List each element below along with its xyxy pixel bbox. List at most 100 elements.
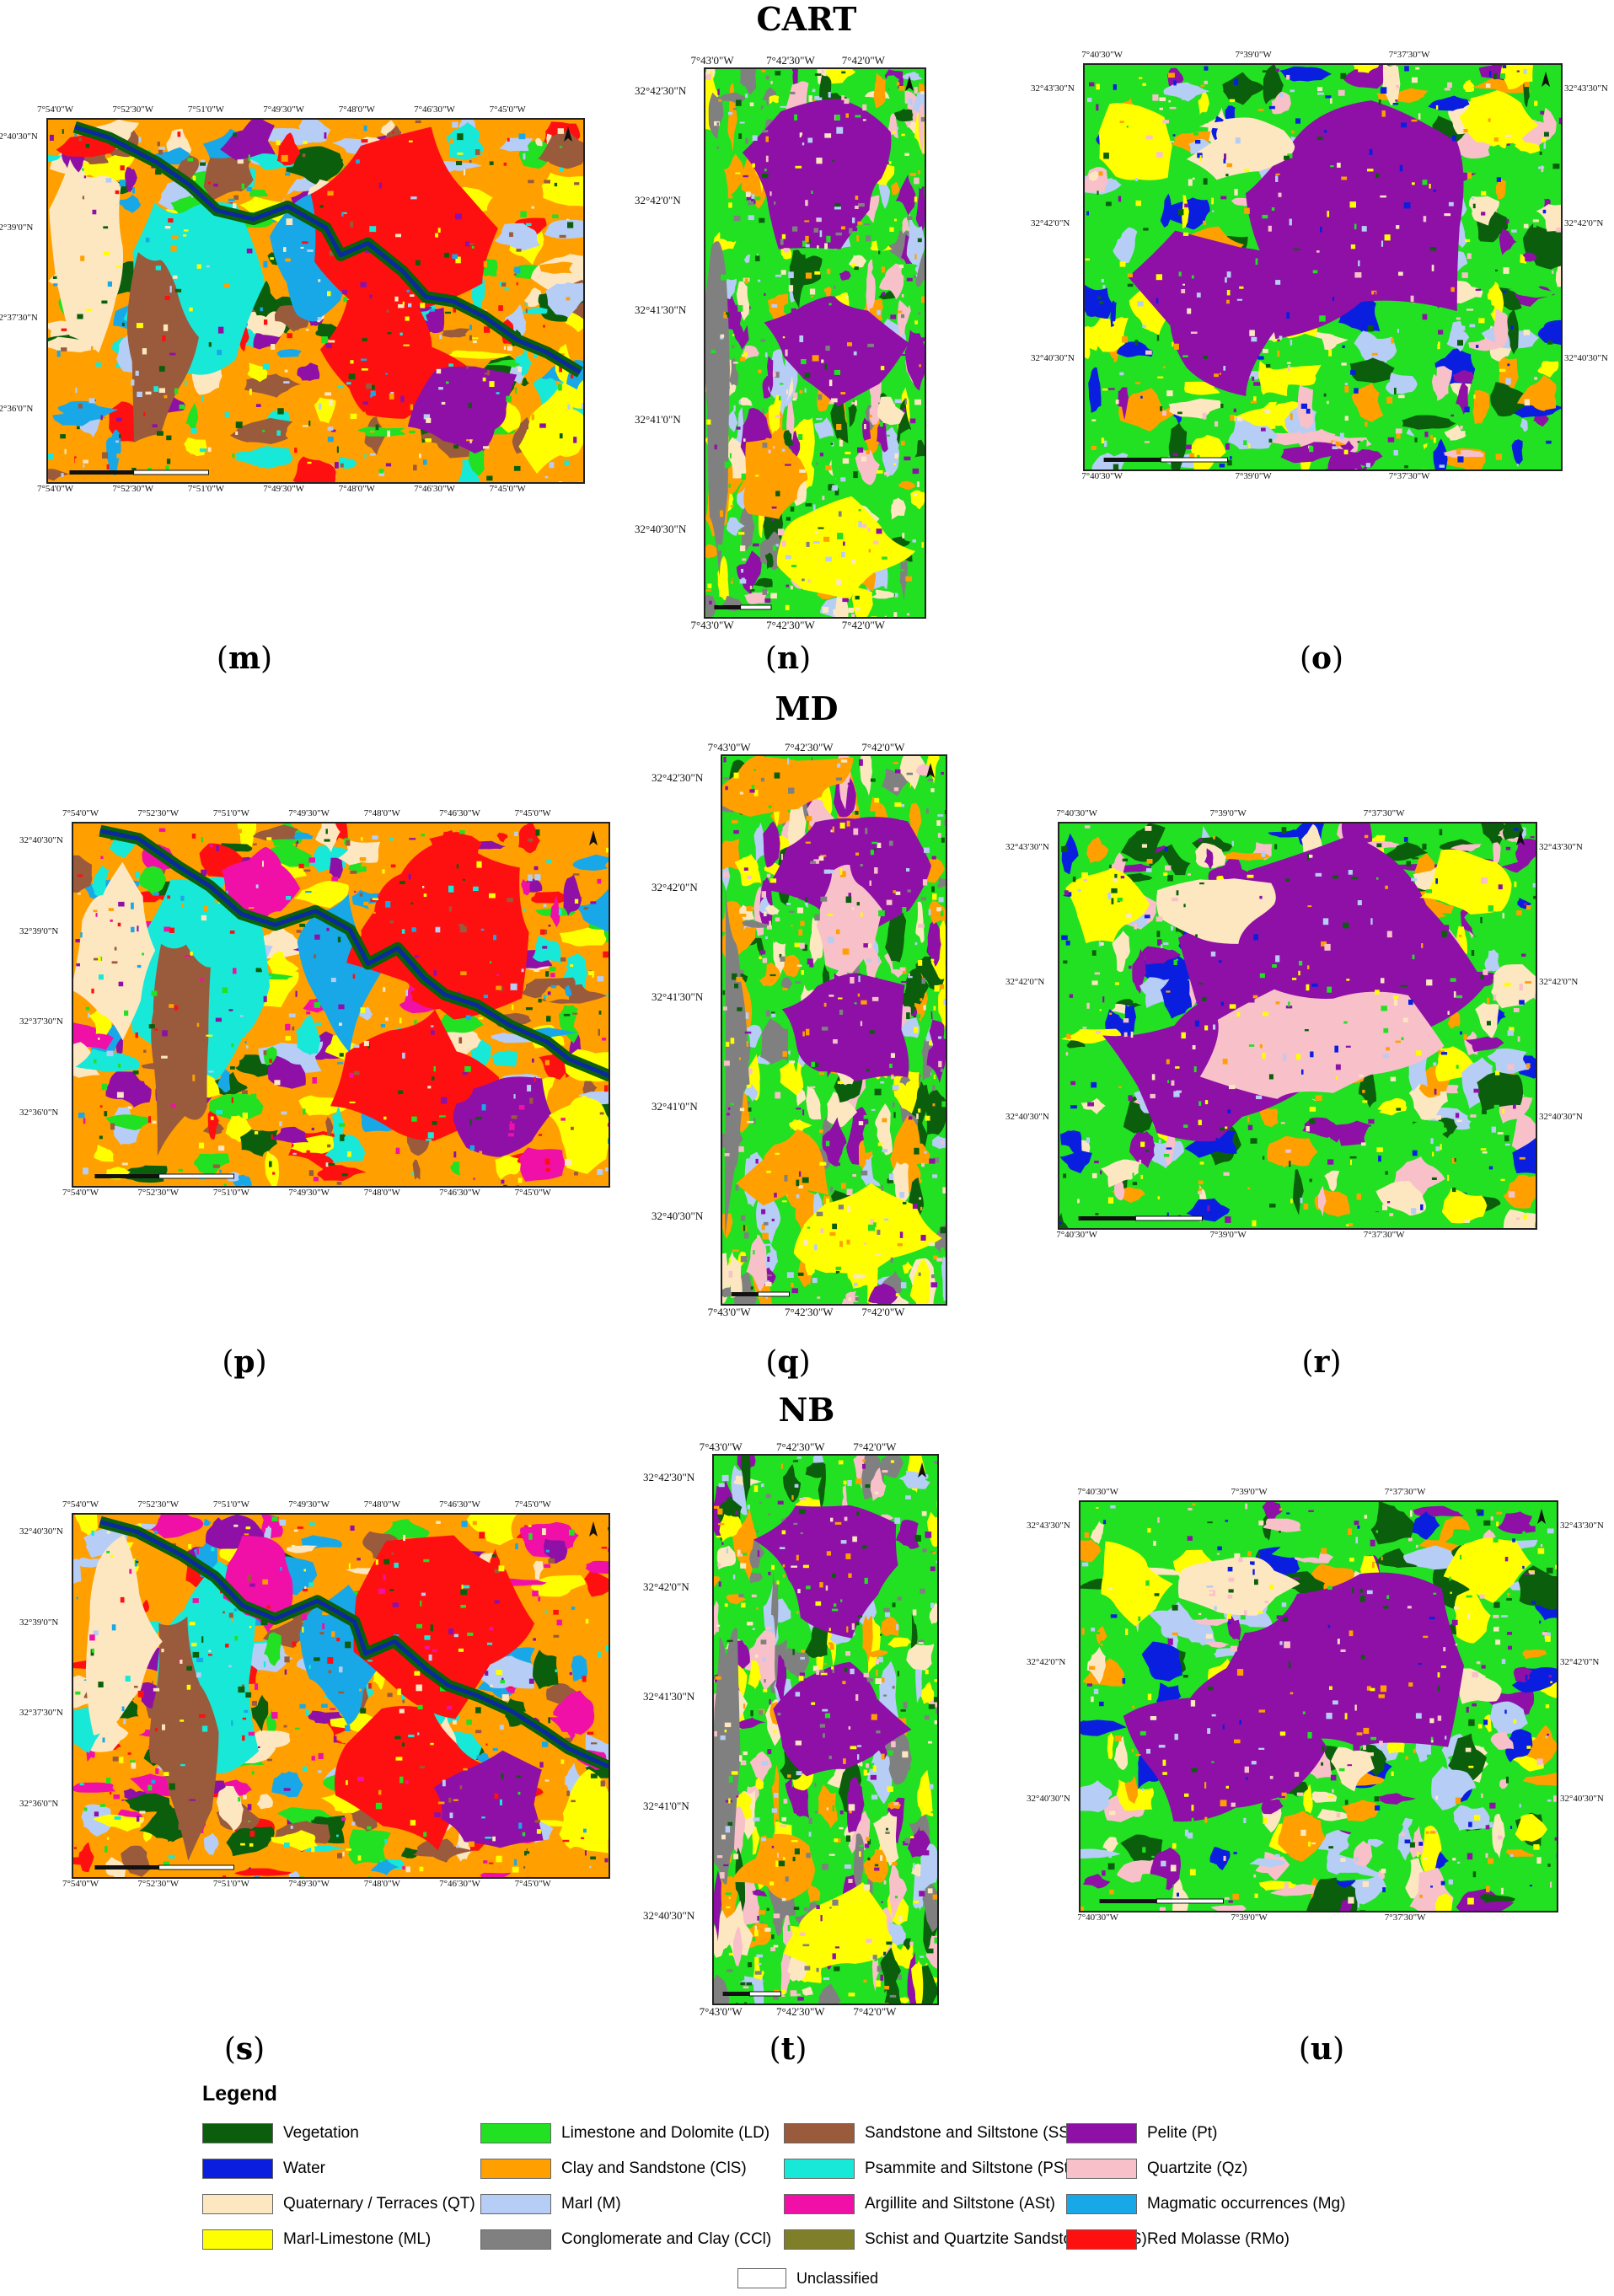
map-pixel (338, 1004, 345, 1010)
map-pixel (892, 1085, 899, 1091)
map-pixel (178, 1168, 183, 1172)
map-pixel (1471, 197, 1475, 200)
map-pixel (100, 856, 104, 859)
map-pixel (865, 828, 868, 834)
map-pixel (1504, 982, 1511, 987)
map-pixel (931, 856, 936, 860)
map-unit-patch (866, 1650, 888, 1658)
map-pixel (427, 1132, 434, 1139)
map-pixel (1102, 388, 1108, 391)
map-pixel (501, 1677, 504, 1681)
map-pixel (753, 1250, 755, 1255)
map-pixel (836, 579, 841, 586)
map-pixel (857, 1615, 863, 1617)
map-pixel (91, 1530, 94, 1536)
map-pixel (925, 1669, 929, 1675)
map-unit-patch (822, 1117, 847, 1167)
map-pixel (845, 1864, 851, 1869)
map-pixel (925, 1532, 932, 1538)
map-pixel (780, 1824, 787, 1827)
map-pixel (825, 1585, 828, 1591)
map-pixel (224, 411, 229, 418)
map-pixel (769, 191, 772, 196)
map-pixel (710, 482, 716, 486)
map-pixel (906, 613, 910, 616)
map-pixel (1394, 388, 1397, 394)
map-pixel (775, 274, 782, 277)
map-pixel (795, 757, 802, 761)
map-pixel (540, 929, 545, 935)
map-pixel (153, 892, 159, 896)
map-pixel (241, 183, 244, 190)
map-pixel (359, 893, 363, 897)
map-pixel (229, 931, 235, 934)
map-pixel (604, 1167, 609, 1172)
map-pixel (516, 282, 518, 286)
map-pixel (853, 471, 858, 479)
map-pixel (1091, 1172, 1097, 1178)
map-pixel (771, 1845, 775, 1848)
map-pixel (518, 133, 526, 140)
map-pixel (1145, 350, 1152, 355)
map-pixel (801, 135, 807, 139)
map-pixel (336, 386, 344, 389)
map-pixel (1162, 366, 1166, 368)
map-unit-patch (1503, 823, 1524, 840)
map-pixel (832, 1669, 834, 1673)
map-pixel (103, 226, 109, 229)
map-pixel (1532, 325, 1538, 330)
map-pixel (1113, 877, 1118, 882)
map-unit-patch (839, 1966, 852, 2001)
map-pixel (394, 296, 399, 302)
map-pixel (1269, 1204, 1276, 1208)
map-pixel (1126, 126, 1129, 128)
map-pixel (762, 130, 769, 133)
map-pixel (1307, 965, 1310, 969)
map-pixel (245, 1045, 249, 1049)
map-pixel (235, 421, 243, 428)
map-pixel (709, 600, 712, 605)
map-pixel (800, 1532, 803, 1535)
map-pixel (431, 1837, 438, 1843)
map-pixel (188, 1544, 192, 1549)
map-unit-patch (762, 375, 771, 399)
map-pixel (930, 1282, 937, 1288)
map-pixel (733, 1853, 739, 1859)
map-pixel (820, 1915, 823, 1922)
map-pixel (83, 1118, 86, 1124)
map-pixel (802, 142, 805, 146)
map-pixel (924, 847, 930, 853)
map-pixel (914, 254, 917, 260)
map-unit-patch (738, 1976, 765, 1986)
map-pixel (589, 1865, 592, 1869)
map-unit-patch (1477, 1071, 1524, 1112)
map-pixel (739, 1755, 743, 1762)
map-pixel (154, 1028, 158, 1031)
map-pixel (729, 453, 732, 459)
map-pixel (840, 226, 845, 230)
map-pixel (441, 401, 446, 405)
map-pixel (538, 998, 542, 1003)
map-unit-patch (1444, 1170, 1493, 1183)
map-pixel (481, 1816, 485, 1819)
map-unit-patch (1160, 193, 1173, 228)
map-pixel (926, 1948, 934, 1954)
map-pixel (816, 1905, 820, 1909)
map-pixel (892, 1686, 895, 1689)
map-pixel (490, 1684, 493, 1687)
map-pixel (1470, 1114, 1477, 1118)
map-pixel (158, 147, 165, 150)
map-pixel (345, 1725, 351, 1731)
map-pixel (319, 205, 324, 208)
map-pixel (448, 1628, 454, 1635)
map-pixel (781, 1989, 786, 1995)
map-pixel (1469, 324, 1476, 328)
map-pixel (296, 930, 302, 933)
map-pixel (1202, 996, 1207, 1001)
map-unit-patch (918, 102, 925, 156)
map-pixel (741, 473, 746, 480)
map-pixel (1506, 218, 1509, 223)
map-unit-patch (251, 1694, 269, 1732)
map-unit-patch (764, 552, 774, 570)
map-pixel (891, 1076, 895, 1079)
